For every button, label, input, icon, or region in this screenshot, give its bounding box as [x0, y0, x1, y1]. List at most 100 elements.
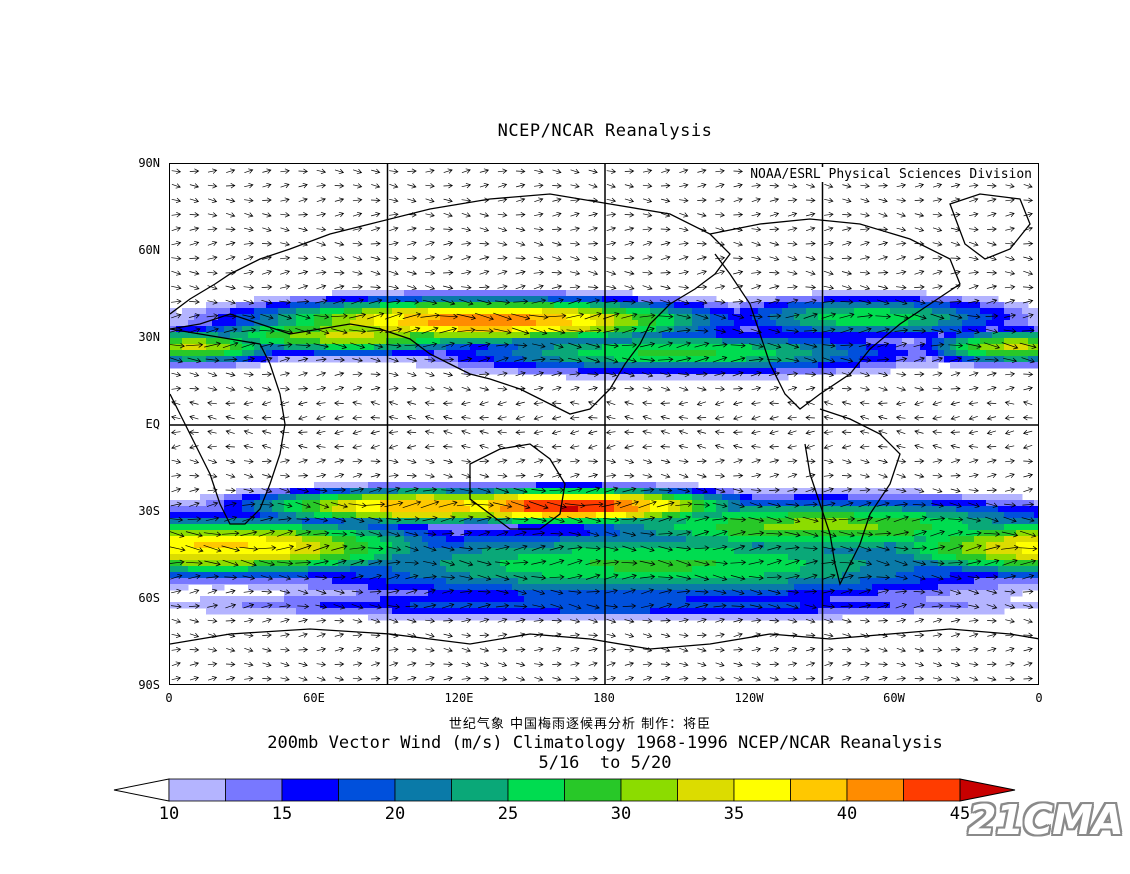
wind-speed-cell — [854, 590, 861, 597]
wind-speed-cell — [404, 338, 411, 345]
wind-speed-cell — [254, 608, 261, 615]
wind-speed-cell — [632, 536, 639, 543]
wind-speed-cell — [200, 524, 207, 531]
wind-speed-cell — [1034, 518, 1038, 525]
wind-speed-cell — [254, 356, 261, 363]
wind-speed-cell — [296, 584, 303, 591]
wind-speed-cell — [260, 350, 267, 357]
wind-speed-cell — [224, 548, 231, 555]
wind-speed-cell — [392, 572, 399, 579]
wind-speed-cell — [476, 614, 483, 621]
wind-speed-cell — [884, 572, 891, 579]
wind-speed-cell — [644, 512, 651, 519]
wind-speed-cell — [284, 506, 291, 513]
wind-speed-cell — [650, 338, 657, 345]
wind-speed-cell — [1016, 530, 1023, 537]
wind-speed-cell — [458, 296, 465, 303]
wind-speed-cell — [200, 512, 207, 519]
wind-speed-cell — [248, 536, 255, 543]
wind-speed-cell — [626, 374, 633, 381]
wind-speed-cell — [710, 302, 717, 309]
wind-speed-cell — [872, 326, 879, 333]
wind-speed-cell — [614, 578, 621, 585]
wind-speed-cell — [962, 344, 969, 351]
wind-speed-cell — [536, 596, 543, 603]
wind-speed-cell — [620, 500, 627, 507]
wind-speed-cell — [254, 500, 261, 507]
wind-speed-cell — [752, 530, 759, 537]
wind-speed-cell — [398, 554, 405, 561]
wind-speed-cell — [536, 368, 543, 375]
wind-speed-cell — [554, 602, 561, 609]
wind-speed-cell — [512, 344, 519, 351]
wind-speed-cell — [776, 362, 783, 369]
wind-speed-cell — [470, 518, 477, 525]
wind-speed-cell — [572, 554, 579, 561]
wind-speed-cell — [1022, 326, 1029, 333]
wind-speed-cell — [368, 590, 375, 597]
wind-speed-cell — [692, 590, 699, 597]
wind-speed-cell — [890, 344, 897, 351]
wind-speed-cell — [554, 590, 561, 597]
wind-speed-cell — [866, 518, 873, 525]
wind-speed-cell — [458, 566, 465, 573]
wind-speed-cell — [776, 530, 783, 537]
wind-speed-cell — [242, 362, 249, 369]
wind-speed-cell — [296, 530, 303, 537]
wind-speed-cell — [356, 488, 363, 495]
wind-speed-cell — [1016, 536, 1023, 543]
wind-speed-cell — [632, 614, 639, 621]
wind-speed-cell — [704, 614, 711, 621]
wind-speed-cell — [896, 296, 903, 303]
wind-speed-cell — [728, 536, 735, 543]
wind-speed-cell — [962, 602, 969, 609]
wind-speed-cell — [476, 314, 483, 321]
wind-speed-cell — [626, 566, 633, 573]
wind-speed-cell — [656, 560, 663, 567]
wind-speed-cell — [1034, 602, 1038, 609]
wind-speed-cell — [494, 512, 501, 519]
wind-speed-cell — [1016, 548, 1023, 555]
wind-speed-cell — [404, 554, 411, 561]
wind-speed-cell — [482, 506, 489, 513]
wind-speed-cell — [644, 554, 651, 561]
wind-speed-cell — [362, 314, 369, 321]
wind-speed-cell — [890, 488, 897, 495]
wind-speed-cell — [1022, 524, 1029, 531]
wind-speed-cell — [524, 296, 531, 303]
wind-speed-cell — [938, 500, 945, 507]
wind-speed-cell — [710, 524, 717, 531]
wind-speed-cell — [788, 332, 795, 339]
wind-speed-cell — [992, 560, 999, 567]
wind-speed-cell — [764, 524, 771, 531]
wind-speed-cell — [344, 596, 351, 603]
wind-speed-cell — [920, 512, 927, 519]
wind-speed-cell — [362, 536, 369, 543]
wind-speed-cell — [290, 320, 297, 327]
wind-speed-cell — [950, 542, 957, 549]
wind-speed-cell — [548, 362, 555, 369]
wind-speed-cell — [668, 584, 675, 591]
wind-speed-cell — [896, 548, 903, 555]
wind-speed-cell — [782, 344, 789, 351]
wind-speed-cell — [536, 296, 543, 303]
wind-speed-cell — [440, 320, 447, 327]
wind-speed-cell — [680, 602, 687, 609]
wind-speed-cell — [224, 344, 231, 351]
wind-speed-cell — [566, 356, 573, 363]
wind-speed-cell — [950, 566, 957, 573]
wind-speed-cell — [740, 512, 747, 519]
wind-speed-cell — [932, 578, 939, 585]
wind-speed-cell — [458, 500, 465, 507]
wind-speed-cell — [500, 362, 507, 369]
wind-speed-cell — [596, 302, 603, 309]
wind-speed-cell — [908, 350, 915, 357]
wind-speed-cell — [554, 500, 561, 507]
wind-speed-cell — [542, 368, 549, 375]
wind-speed-cell — [470, 338, 477, 345]
wind-speed-cell — [500, 614, 507, 621]
wind-speed-cell — [212, 554, 219, 561]
wind-speed-cell — [824, 512, 831, 519]
wind-speed-cell — [266, 584, 273, 591]
wind-speed-cell — [302, 602, 309, 609]
